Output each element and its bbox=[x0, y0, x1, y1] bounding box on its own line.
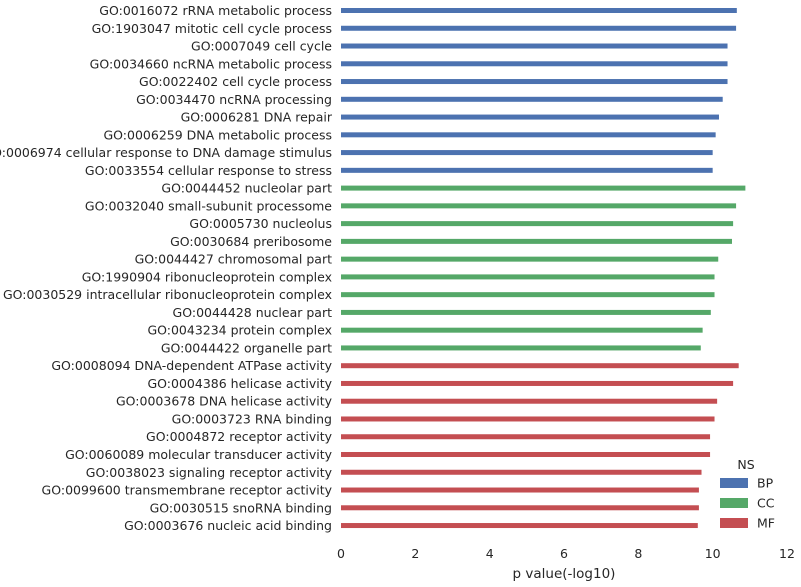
bar-24 bbox=[341, 416, 715, 422]
category-label-10: GO:0033554 cellular response to stress bbox=[85, 163, 332, 178]
category-label-30: GO:0003676 nucleic acid binding bbox=[124, 518, 332, 533]
category-label-6: GO:0034470 ncRNA processing bbox=[136, 92, 332, 107]
x-tick-label-7: 12 bbox=[779, 546, 795, 561]
bar-21 bbox=[341, 363, 739, 369]
legend-title: NS bbox=[737, 457, 754, 472]
bar-8 bbox=[341, 132, 716, 138]
category-label-12: GO:0032040 small-subunit processome bbox=[85, 198, 332, 213]
category-label-22: GO:0004386 helicase activity bbox=[147, 376, 332, 391]
x-tick-label-4: 6 bbox=[560, 546, 568, 561]
x-tick-label-6: 10 bbox=[705, 546, 721, 561]
category-label-17: GO:0030529 intracellular ribonucleoprote… bbox=[3, 287, 332, 302]
bar-19 bbox=[341, 327, 703, 333]
bar-26 bbox=[341, 452, 711, 457]
category-label-27: GO:0038023 signaling receptor activity bbox=[86, 465, 333, 480]
category-label-3: GO:0007049 cell cycle bbox=[191, 39, 332, 54]
category-label-13: GO:0005730 nucleolus bbox=[189, 216, 332, 231]
category-label-14: GO:0030684 preribosome bbox=[170, 234, 332, 249]
bar-22 bbox=[341, 380, 734, 386]
bar-series bbox=[341, 8, 746, 529]
bar-1 bbox=[341, 8, 737, 13]
x-tick-label-2: 2 bbox=[411, 546, 419, 561]
bar-10 bbox=[341, 167, 713, 173]
legend-label-cc: CC bbox=[757, 496, 775, 511]
category-label-18: GO:0044428 nuclear part bbox=[173, 305, 333, 320]
legend: NS BP CC MF bbox=[720, 457, 775, 531]
bar-5 bbox=[341, 79, 728, 85]
bar-13 bbox=[341, 221, 734, 227]
category-label-5: GO:0022402 cell cycle process bbox=[139, 74, 332, 89]
category-label-21: GO:0008094 DNA-dependent ATPase activity bbox=[51, 358, 332, 373]
bar-3 bbox=[341, 43, 728, 49]
x-axis-title: p value(-log10) bbox=[513, 566, 616, 582]
category-labels: GO:0016072 rRNA metabolic process GO:1903… bbox=[0, 3, 333, 533]
category-label-25: GO:0004872 receptor activity bbox=[146, 429, 333, 444]
category-label-8: GO:0006259 DNA metabolic process bbox=[104, 127, 333, 142]
legend-swatch-mf bbox=[720, 518, 748, 528]
category-label-9: GO:0006974 cellular response to DNA dama… bbox=[0, 145, 332, 160]
bar-6 bbox=[341, 96, 723, 102]
bar-17 bbox=[341, 292, 715, 298]
category-label-11: GO:0044452 nucleolar part bbox=[161, 181, 332, 196]
bar-12 bbox=[341, 203, 737, 209]
category-label-28: GO:0099600 transmembrane receptor activi… bbox=[42, 483, 333, 498]
legend-label-bp: BP bbox=[757, 476, 774, 491]
bar-16 bbox=[341, 274, 715, 280]
category-label-26: GO:0060089 molecular transducer activity bbox=[65, 447, 333, 462]
category-label-16: GO:1990904 ribonucleoprotein complex bbox=[82, 269, 332, 284]
bar-20 bbox=[341, 345, 701, 351]
category-label-7: GO:0006281 DNA repair bbox=[181, 110, 333, 125]
bar-14 bbox=[341, 238, 732, 244]
bar-2 bbox=[341, 25, 737, 31]
x-tick-label-1: 0 bbox=[337, 546, 345, 561]
category-label-2: GO:1903047 mitotic cell cycle process bbox=[92, 21, 332, 36]
category-label-15: GO:0044427 chromosomal part bbox=[135, 252, 332, 267]
bar-7 bbox=[341, 114, 719, 120]
bar-4 bbox=[341, 61, 728, 67]
bar-9 bbox=[341, 150, 713, 156]
bar-29 bbox=[341, 505, 699, 511]
category-label-24: GO:0003723 RNA binding bbox=[172, 411, 332, 426]
legend-swatch-cc bbox=[720, 498, 748, 508]
category-label-23: GO:0003678 DNA helicase activity bbox=[116, 394, 333, 409]
category-label-4: GO:0034660 ncRNA metabolic process bbox=[90, 56, 332, 71]
bar-25 bbox=[341, 434, 711, 440]
category-label-1: GO:0016072 rRNA metabolic process bbox=[99, 3, 332, 18]
bar-11 bbox=[341, 185, 746, 191]
bar-23 bbox=[341, 398, 718, 404]
x-tick-label-3: 4 bbox=[486, 546, 494, 561]
bar-18 bbox=[341, 309, 711, 315]
bar-28 bbox=[341, 487, 699, 493]
x-tick-label-5: 8 bbox=[634, 546, 642, 561]
category-label-20: GO:0044422 organelle part bbox=[161, 340, 332, 355]
bar-27 bbox=[341, 469, 702, 475]
category-label-29: GO:0030515 snoRNA binding bbox=[150, 500, 332, 515]
category-label-19: GO:0043234 protein complex bbox=[147, 323, 332, 338]
legend-swatch-bp bbox=[720, 478, 748, 488]
legend-label-mf: MF bbox=[757, 516, 775, 531]
x-axis-ticks: 0 2 4 6 8 10 12 bbox=[337, 546, 795, 561]
bar-30 bbox=[341, 523, 698, 529]
bar-15 bbox=[341, 256, 719, 262]
